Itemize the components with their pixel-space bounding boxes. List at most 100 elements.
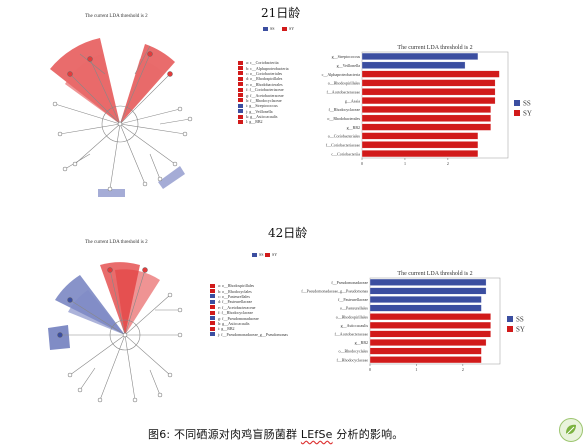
- panel2-bar-label: o__Rhodospirillales: [336, 314, 369, 319]
- panel2-taxa-swatch: [210, 326, 215, 331]
- panel1-bar-label: c__Coriobacteriia: [331, 151, 360, 156]
- panel1-legend-label: SY: [523, 110, 532, 118]
- panel1-taxa-row: i: g__Streptococcus: [238, 103, 289, 108]
- panel2-legend-swatch: [507, 326, 513, 332]
- panel1-cladogram-title: The current LDA threshold is 2: [85, 14, 148, 19]
- panel2-taxa-label: e: f__Acetobacteraceae: [218, 304, 256, 310]
- panel2-taxa-label: g: f__Pseudomonadaceae: [218, 315, 259, 321]
- panel1-bar-label: f__Acetobacteraceae: [326, 89, 360, 94]
- panel2-taxa-swatch: [210, 316, 215, 321]
- panel1-sector-ss-bottom: [98, 189, 125, 197]
- panel1-age-label: 21日龄: [261, 6, 301, 20]
- panel1-top-legend-sy-label: SY: [289, 26, 295, 31]
- panel2-taxa-swatch: [210, 310, 215, 315]
- panel2-xtick-label: 0: [369, 367, 371, 372]
- panel1-bar: [361, 88, 496, 96]
- panel1-taxa-row: l: g__RB2: [238, 119, 289, 124]
- panel1-taxa-label: h: f__Rhodocyclaceae: [246, 97, 282, 103]
- panel1-taxa-label: j: g__Veillonella: [246, 108, 273, 114]
- panel1-taxa-swatch: [238, 71, 243, 76]
- panel2-bar-label: f__Acetobacteraceae: [334, 332, 368, 337]
- panel2-top-legend-ss-swatch: [252, 253, 257, 257]
- panel2-taxa-label: a: o__Rhodospirillales: [218, 283, 255, 289]
- panel2-lda-bar-chart: The current LDA threshold is 2 f__Pseudom…: [301, 271, 525, 372]
- panel1-taxa-label: e: o__Rhodobacterales: [246, 81, 283, 87]
- panel1-cladogram: The current LDA threshold is 2: [30, 14, 230, 209]
- panel1-bar: [361, 105, 491, 113]
- green-leaf-logo-icon: [559, 418, 583, 442]
- panel2-legend-label: SS: [516, 316, 524, 324]
- panel1-bar-label: o__Rhodobacterales: [327, 116, 360, 121]
- caption-prefix: 图6: 不同硒源对肉鸡盲肠菌群: [148, 428, 301, 441]
- panel2-legend-label: SY: [516, 326, 525, 334]
- panel2-taxa-swatch: [210, 305, 215, 310]
- panel2-bar: [369, 330, 491, 338]
- panel2-chart-title: The current LDA threshold is 2: [397, 271, 472, 277]
- panel2-taxa-row: b: o__Rhodocyclales: [210, 288, 288, 294]
- panel1-taxa-legend: a: c__Coriobacteriia b: c__Alphaproteobac…: [238, 60, 289, 125]
- panel2-xtick-label: 2: [462, 367, 464, 372]
- panel1-taxa-row: e: o__Rhodobacterales: [238, 82, 289, 87]
- panel1-bar: [361, 132, 479, 140]
- panel1-top-legend-ss-label: SS: [270, 26, 275, 31]
- panel1-sector-ss-right: [158, 166, 185, 189]
- panel2-taxa-label: d: f__Pasteurellaceae: [218, 299, 253, 305]
- panel2-taxa-label: f: f__Rhodocyclaceae: [218, 310, 253, 316]
- panel2-taxa-row: g: f__Pseudomonadaceae: [210, 315, 288, 321]
- panel2-bar: [369, 356, 482, 364]
- panel1-taxa-label: l: g__RB2: [246, 119, 263, 125]
- panel1-lda-bar-chart: The current LDA threshold is 2 g__Strepto…: [322, 45, 532, 166]
- panel2-bar-label: f__Pseudomonadaceae: [331, 280, 368, 285]
- panel2-taxa-swatch: [210, 283, 215, 288]
- panel1-taxa-swatch: [238, 82, 243, 87]
- panel2-taxa-row: e: f__Acetobacteraceae: [210, 305, 288, 310]
- panel1-taxa-label: k: g__Asticcacaulis: [246, 114, 278, 120]
- panel1-bar: [361, 150, 479, 158]
- panel1-taxa-label: d: o__Rhodospirillales: [246, 76, 283, 82]
- panel2-taxa-swatch: [210, 289, 215, 294]
- panel2-top-legend-sy-swatch: [265, 253, 270, 257]
- panel2-taxa-row: h: g__Asticcacaulis: [210, 321, 288, 326]
- panel1-taxa-row: h: f__Rhodocyclaceae: [238, 98, 289, 103]
- panel1-bar: [361, 114, 491, 122]
- panel2-taxa-row: j: f__Pseudomonadaceae_g__Pseudomonas: [210, 332, 288, 337]
- panel1-taxa-label: a: c__Coriobacteriia: [246, 60, 279, 66]
- panel2-cladogram: The current LDA threshold is 2: [40, 240, 210, 415]
- panel1-bar-label: g__Streptococcus: [332, 54, 361, 59]
- panel1-taxa-row: d: o__Rhodospirillales: [238, 76, 289, 81]
- panel2-bar-label: f__Pasteurellaceae: [338, 297, 368, 302]
- panel1-taxa-swatch: [238, 60, 243, 65]
- panel2-xtick-label: 1: [415, 367, 417, 372]
- panel2-taxa-legend: a: o__Rhodospirillales b: o__Rhodocyclale…: [210, 283, 288, 337]
- panel1-legend-label: SS: [523, 100, 531, 108]
- panel2-taxa-row: i: g__RB2: [210, 326, 288, 331]
- panel1-taxa-swatch: [238, 103, 243, 108]
- panel2-taxa-row: a: o__Rhodospirillales: [210, 283, 288, 288]
- panel1-taxa-row: b: c__Alphaproteobacteria: [238, 65, 289, 71]
- panel2-taxa-swatch: [210, 321, 215, 326]
- panel2-bar-label: o__Pasteurellales: [340, 306, 368, 311]
- panel2-bar: [369, 313, 491, 321]
- panel2-legend-swatch: [507, 316, 513, 322]
- panel1-bar-label: g__Veillonella: [337, 63, 361, 68]
- panel1-taxa-row: a: c__Coriobacteriia: [238, 60, 289, 65]
- panel1-taxa-swatch: [238, 87, 243, 92]
- panel2-bar: [369, 296, 482, 303]
- panel1-bar-label: f__Rhodocyclaceae: [328, 107, 360, 112]
- panel1-taxa-label: f: f__Coriobacteriaceae: [246, 87, 284, 93]
- panel2-bar: [369, 347, 482, 355]
- panel2-taxa-label: i: g__RB2: [218, 326, 235, 332]
- panel2-top-legend-ss-label: SS: [259, 252, 264, 257]
- panel2-cladogram-title: The current LDA threshold is 2: [85, 240, 148, 245]
- panel1-xtick-label: 2: [447, 161, 449, 166]
- panel2-age-label: 42日龄: [268, 226, 308, 240]
- panel1-plot-frame: [361, 51, 509, 159]
- panel1-bar-label: o__Coriobacteriales: [328, 134, 361, 139]
- panel2-bar: [369, 321, 491, 329]
- panel1-taxa-label: g: f__Acetobacteraceae: [246, 92, 284, 98]
- panel1-bar: [361, 123, 491, 131]
- panel1-bar-label: g__Asaia: [345, 98, 360, 103]
- panel2-bar-label: f__Pseudomonadaceae_g__Pseudomonas: [301, 289, 368, 294]
- panel1-chart-title: The current LDA threshold is 2: [397, 45, 472, 51]
- panel1-taxa-row: k: g__Asticcacaulis: [238, 114, 289, 119]
